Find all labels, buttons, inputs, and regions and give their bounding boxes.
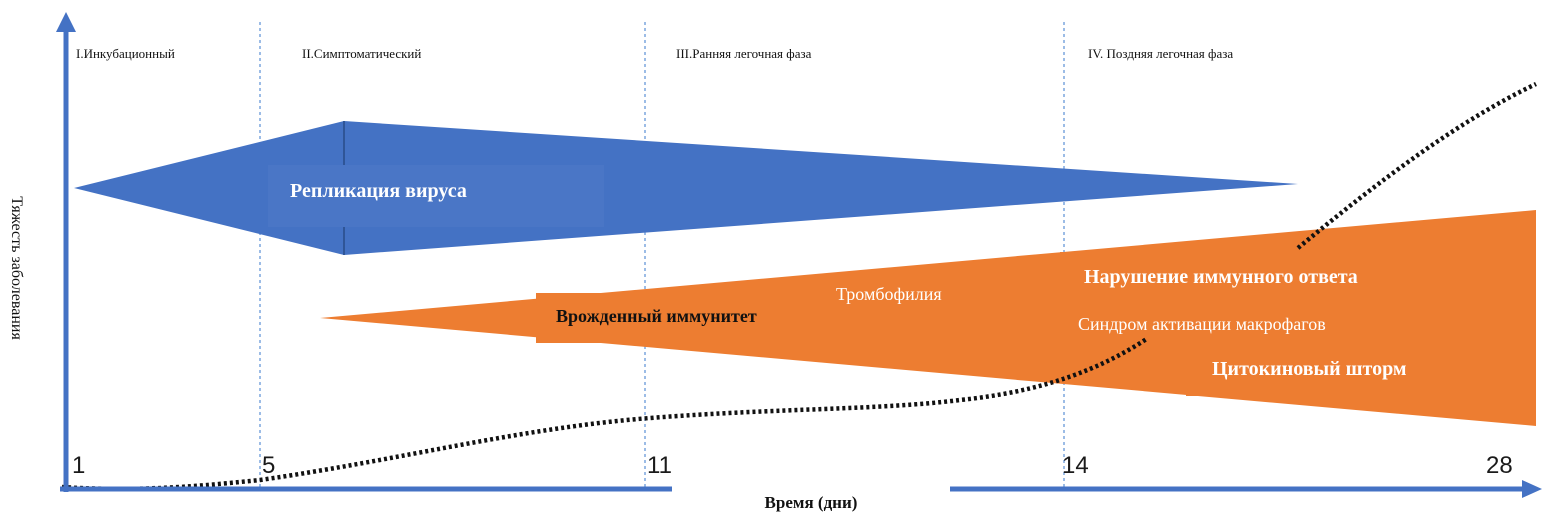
virus-replication-band xyxy=(74,121,1298,255)
macrophage-box xyxy=(1050,306,1458,348)
severity-curve xyxy=(61,81,1537,492)
phase-label-symptomatic: II.Симптоматический xyxy=(302,46,422,61)
day-label-28: 28 xyxy=(1486,452,1513,479)
immune-disorder-label: Нарушение иммунного ответа xyxy=(1084,266,1358,288)
virus-replication-label: Репликация вируса xyxy=(290,180,467,202)
virus-label-box xyxy=(268,165,604,227)
phase-label-late-pulmonary: IV. Поздняя легочная фаза xyxy=(1088,46,1234,61)
cytokine-storm-label: Цитокиновый шторм xyxy=(1212,358,1407,380)
day-label-5: 5 xyxy=(262,452,276,479)
thrombophilia-label: Тромбофилия xyxy=(836,284,942,304)
day-label-14: 14 xyxy=(1062,452,1089,479)
day-label-11: 11 xyxy=(647,452,672,479)
y-axis-label: Тяжесть заболевания xyxy=(8,196,25,340)
x-axis-arrow xyxy=(1522,480,1542,498)
macrophage-activation-label: Синдром активации макрофагов xyxy=(1078,314,1326,334)
innate-immunity-label: Врожденный иммунитет xyxy=(556,306,757,326)
y-axis-arrow xyxy=(56,12,76,32)
innate-label-box xyxy=(536,293,866,343)
day-label-1: 1 xyxy=(72,452,86,479)
cytokine-box xyxy=(1186,348,1510,396)
phase-label-early-pulmonary: III.Ранняя легочная фаза xyxy=(676,46,812,61)
phase-label-incubation: I.Инкубационный xyxy=(76,46,175,61)
x-axis-label: Время (дни) xyxy=(672,486,950,520)
immune-disorder-box xyxy=(1060,252,1516,306)
